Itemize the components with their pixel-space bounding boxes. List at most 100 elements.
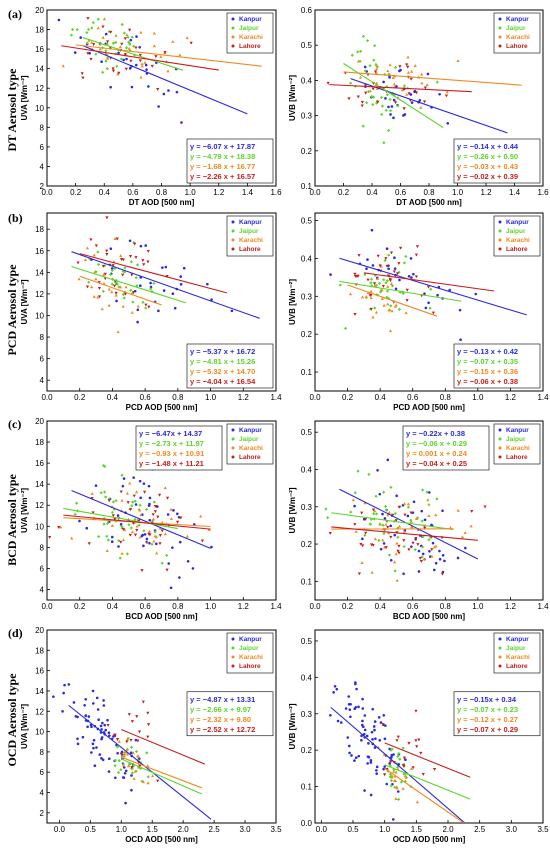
point-kanpur	[122, 58, 125, 62]
legend-marker-kanpur	[231, 220, 235, 224]
point-kanpur	[378, 739, 382, 742]
point-jaipur	[120, 754, 124, 759]
point-kanpur	[149, 281, 152, 285]
y-tick-label: 18	[35, 646, 44, 655]
point-jaipur	[144, 507, 149, 512]
point-jaipur	[373, 44, 377, 48]
point-kanpur	[110, 540, 114, 544]
legend-label-lahore: Lahore	[239, 43, 261, 50]
point-karachi	[393, 304, 397, 308]
x-tick-label: 3.0	[506, 825, 518, 834]
point-jaipur	[88, 257, 92, 261]
point-kanpur	[348, 708, 352, 711]
point-lahore	[119, 258, 124, 261]
regression-equation-jaipur: y = −2.73 x + 11.97	[139, 439, 204, 448]
point-kanpur	[86, 725, 89, 729]
x-tick-label: 1.2	[238, 393, 250, 402]
point-karachi	[410, 525, 414, 529]
regression-equation-lahore: y = −0.04 x + 0.25	[406, 459, 467, 468]
point-jaipur	[398, 290, 402, 294]
point-jaipur	[365, 39, 370, 43]
point-karachi	[102, 273, 106, 276]
legend: Kanpur Jaipur Karachi Lahore	[226, 12, 274, 54]
point-karachi	[405, 92, 409, 96]
legend-label-karachi: Karachi	[239, 34, 263, 41]
point-kanpur	[171, 292, 175, 295]
scatter-chart-6: 0.0 0.2 0.4 0.6 0.8 1.0 1.2 1.4 0.1 0.2 0.3 0.4 0.5 B…	[288, 420, 549, 621]
plot-frame	[314, 629, 544, 824]
legend-marker-lahore	[231, 455, 235, 459]
point-karachi	[386, 513, 390, 517]
point-jaipur	[113, 266, 117, 270]
y-tick-label: 8	[40, 123, 45, 132]
legend-marker-jaipur	[498, 26, 502, 30]
y-tick-label: 0.4	[301, 465, 313, 474]
x-tick-label: 0.6	[140, 393, 152, 402]
point-jaipur	[105, 521, 109, 526]
point-kanpur	[403, 113, 407, 116]
point-kanpur	[155, 542, 158, 546]
point-kanpur	[383, 737, 387, 741]
point-karachi	[96, 295, 100, 299]
y-tick-label: 18	[35, 26, 44, 35]
point-jaipur	[130, 504, 134, 508]
y-tick-label: 16	[35, 45, 44, 54]
x-tick-label: 1.0	[472, 602, 484, 611]
legend-marker-lahore	[498, 247, 502, 251]
x-axis-title: PCD AOD [500 nm]	[393, 403, 465, 412]
point-kanpur	[179, 283, 183, 286]
point-kanpur	[402, 572, 405, 576]
point-lahore	[111, 69, 116, 73]
fit-line-jaipur	[339, 280, 462, 302]
point-jaipur	[377, 538, 381, 543]
point-lahore	[483, 505, 487, 509]
point-karachi	[83, 258, 88, 262]
point-kanpur	[378, 492, 382, 496]
point-jaipur	[137, 523, 141, 527]
point-karachi	[114, 33, 118, 37]
y-axis-title: UVB [Wm⁻²]	[288, 279, 297, 325]
point-jaipur	[132, 44, 136, 48]
point-jaipur	[361, 34, 366, 38]
point-kanpur	[97, 718, 100, 722]
point-jaipur	[420, 545, 425, 549]
point-kanpur	[387, 267, 390, 271]
point-kanpur	[410, 545, 413, 548]
point-jaipur	[149, 287, 153, 291]
point-lahore	[402, 756, 407, 760]
fit-line-lahore	[329, 84, 472, 93]
point-kanpur	[394, 287, 398, 291]
point-kanpur	[375, 769, 378, 772]
point-karachi	[374, 71, 378, 74]
point-karachi	[92, 294, 96, 298]
point-kanpur	[157, 105, 160, 108]
plot-frame	[46, 212, 277, 392]
x-tick-label: 1.0	[379, 825, 391, 834]
point-jaipur	[383, 258, 387, 263]
point-jaipur	[402, 84, 407, 88]
point-jaipur	[382, 490, 386, 494]
point-kanpur	[148, 496, 152, 500]
point-jaipur	[402, 544, 406, 549]
point-kanpur	[121, 776, 125, 779]
point-lahore	[156, 515, 160, 519]
point-jaipur	[134, 276, 138, 280]
point-kanpur	[114, 776, 117, 780]
x-tick-label: 2.0	[442, 825, 454, 834]
point-lahore	[105, 253, 109, 256]
legend-marker-karachi	[498, 655, 502, 659]
point-lahore	[89, 238, 93, 242]
point-kanpur	[448, 288, 451, 292]
regression-equation-kanpur: y = −0.22x + 0.38	[406, 429, 465, 438]
regression-equation-lahore: y = −1.48 x + 11.21	[139, 459, 204, 468]
point-lahore	[440, 572, 445, 576]
legend-marker-lahore	[231, 664, 235, 668]
equation-box: y = −0.14 x + 0.44y = −0.26 x + 0.50y = …	[453, 138, 541, 184]
point-karachi	[368, 89, 372, 93]
regression-equation-kanpur: y = −6.47x + 14.37	[139, 429, 202, 438]
point-kanpur	[366, 762, 369, 765]
point-kanpur	[144, 244, 148, 247]
point-kanpur	[148, 518, 152, 522]
point-kanpur	[161, 266, 164, 269]
point-karachi	[348, 292, 353, 296]
